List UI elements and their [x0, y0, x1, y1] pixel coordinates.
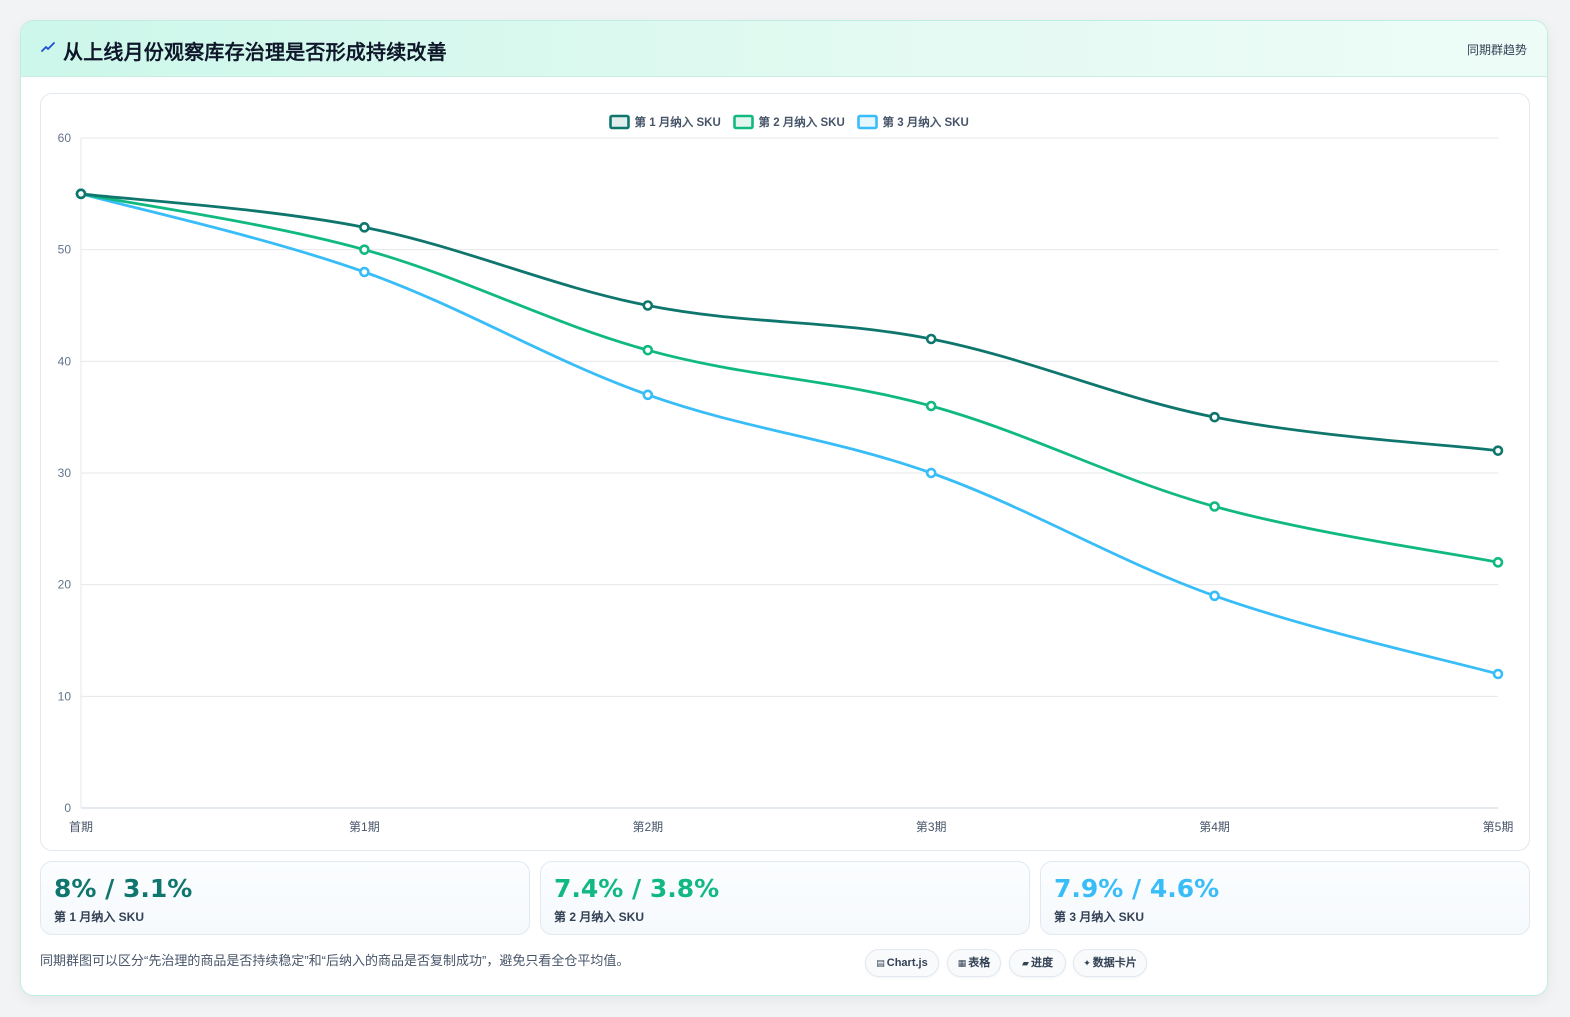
- stat-label: 第 2 月纳入 SKU: [554, 910, 645, 924]
- sparkle-icon: ✦: [1083, 958, 1091, 968]
- stat-value: 7.4% / 3.8%: [554, 874, 720, 903]
- data-point: [1209, 501, 1220, 512]
- legend-label: 第 1 月纳入 SKU: [635, 115, 721, 129]
- data-point: [75, 188, 87, 200]
- data-point: [1492, 668, 1504, 680]
- series-line-3: [80, 192, 1499, 676]
- y-tick-label: 50: [58, 243, 72, 257]
- x-tick-label: 首期: [69, 820, 93, 834]
- data-point: [1492, 445, 1504, 456]
- stat-value: 8% / 3.1%: [54, 874, 193, 903]
- x-tick-label: 第4期: [1199, 820, 1230, 834]
- y-tick-label: 20: [58, 578, 72, 592]
- data-point: [1209, 590, 1220, 602]
- y-tick-label: 60: [58, 131, 72, 145]
- data-point: [925, 400, 937, 412]
- data-point: [642, 344, 654, 356]
- stat-card-cohort-1: 8% / 3.1% 第 1 月纳入 SKU: [40, 861, 530, 935]
- legend-swatch: [609, 114, 630, 130]
- stat-card-cohort-2: 7.4% / 3.8% 第 2 月纳入 SKU: [540, 861, 1030, 935]
- data-point: [1209, 411, 1220, 423]
- header-tag: 同期群趋势: [1466, 43, 1527, 57]
- chip-label: 进度: [1030, 957, 1053, 969]
- legend-swatch: [733, 114, 754, 130]
- footer-note: 同期群图可以区分“先治理的商品是否持续稳定”和“后纳入的商品是否复制成功”，避免…: [40, 953, 630, 968]
- y-tick-label: 30: [58, 466, 72, 480]
- x-tick-label: 第2期: [632, 820, 663, 834]
- legend-swatch: [857, 114, 878, 130]
- chip-data-card[interactable]: ✦ 数据卡片: [1073, 949, 1147, 977]
- chip-label: Chart.js: [886, 957, 928, 969]
- series-line-1: [80, 192, 1499, 453]
- x-tick-label: 第1期: [349, 820, 380, 834]
- data-point: [925, 467, 937, 479]
- data-point: [359, 222, 370, 233]
- stat-card-cohort-3: 7.9% / 4.6% 第 3 月纳入 SKU: [1040, 861, 1530, 935]
- chart-panel: 0 10 20 30 40 50 60 首期 第1期 第2期 第3期 第4期 第5期 第 1 月纳入 S…: [40, 93, 1530, 851]
- trend-bolt-icon: [41, 42, 55, 52]
- chip-progress[interactable]: ▰ 进度: [1009, 949, 1066, 977]
- chip-label: 表格: [968, 957, 991, 969]
- chart-icon: ▤: [876, 958, 885, 968]
- cohort-card: 从上线月份观察库存治理是否形成持续改善 同期群趋势 0 10 20 30 40 50 60 首…: [20, 20, 1548, 996]
- chip-chartjs[interactable]: ▤ Chart.js: [865, 949, 939, 977]
- data-point: [642, 300, 654, 311]
- chip-table[interactable]: ▦ 表格: [947, 949, 1001, 977]
- stat-label: 第 1 月纳入 SKU: [54, 910, 145, 924]
- x-tick-label: 第3期: [916, 820, 947, 834]
- data-point: [359, 244, 370, 255]
- card-header: 从上线月份观察库存治理是否形成持续改善 同期群趋势: [21, 21, 1547, 77]
- series-line-2: [80, 192, 1499, 564]
- cohort-line-chart: 0 10 20 30 40 50 60 首期 第1期 第2期 第3期 第4期 第5期 第 1 月纳入 S…: [58, 114, 1514, 834]
- page-title: 从上线月份观察库存治理是否形成持续改善: [63, 42, 447, 64]
- stat-label: 第 3 月纳入 SKU: [1054, 910, 1145, 924]
- data-point: [925, 333, 937, 345]
- data-point: [1492, 557, 1504, 568]
- y-tick-label: 40: [58, 354, 72, 368]
- legend-label: 第 2 月纳入 SKU: [759, 115, 845, 129]
- table-icon: ▦: [957, 958, 967, 968]
- y-tick-label: 10: [58, 689, 72, 703]
- y-tick-label: 0: [64, 801, 71, 815]
- data-point: [642, 389, 654, 401]
- data-point: [359, 266, 370, 278]
- stat-value: 7.9% / 4.6%: [1054, 874, 1220, 903]
- legend-label: 第 3 月纳入 SKU: [883, 115, 969, 129]
- x-tick-label: 第5期: [1483, 820, 1514, 834]
- progress-icon: ▰: [1022, 958, 1029, 968]
- stat-cards: 8% / 3.1% 第 1 月纳入 SKU 7.4% / 3.8% 第 2 月纳…: [40, 861, 1530, 935]
- chip-label: 数据卡片: [1092, 957, 1137, 969]
